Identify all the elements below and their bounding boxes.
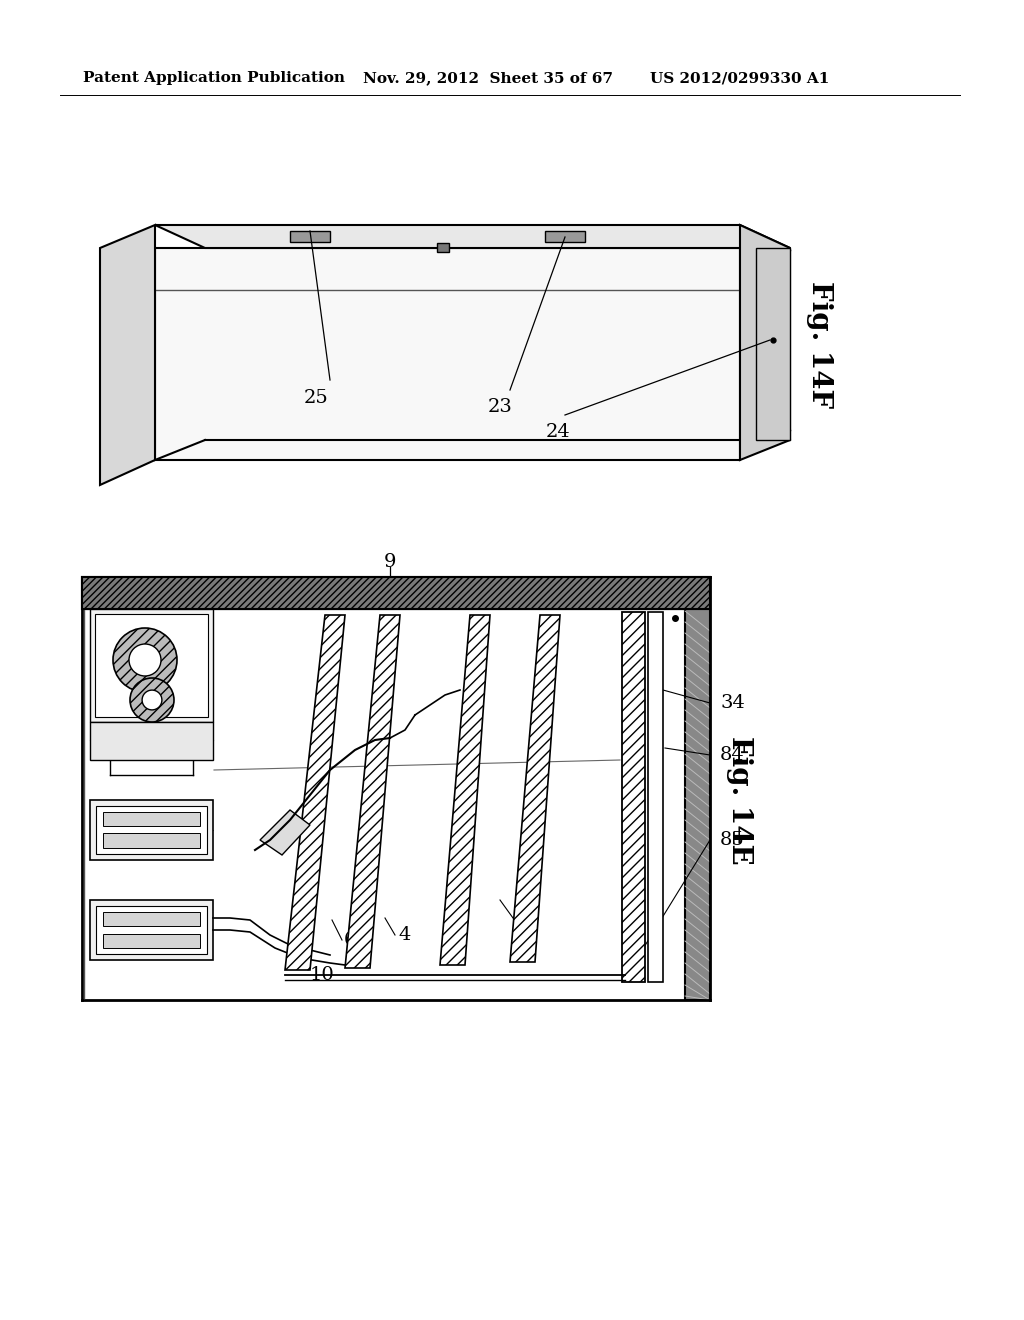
Polygon shape [545,231,585,242]
Circle shape [142,690,162,710]
Text: 10: 10 [310,966,335,983]
Polygon shape [103,812,200,826]
Text: Patent Application Publication: Patent Application Publication [83,71,345,84]
Text: 6: 6 [344,931,356,949]
Polygon shape [96,807,207,854]
Polygon shape [285,615,345,970]
Text: 34: 34 [720,694,744,711]
Polygon shape [90,900,213,960]
Text: 23: 23 [487,399,512,416]
Polygon shape [95,614,208,717]
Polygon shape [103,935,200,948]
Text: US 2012/0299330 A1: US 2012/0299330 A1 [650,71,829,84]
Text: 24: 24 [546,422,570,441]
Polygon shape [90,800,213,861]
Polygon shape [510,615,560,962]
Polygon shape [90,609,213,722]
Polygon shape [96,906,207,954]
Text: Fig. 14E: Fig. 14E [726,735,754,865]
Text: 9: 9 [384,553,396,572]
Circle shape [113,628,177,692]
Text: Nov. 29, 2012  Sheet 35 of 67: Nov. 29, 2012 Sheet 35 of 67 [362,71,613,84]
Text: 25: 25 [304,389,329,407]
Polygon shape [90,722,213,760]
Polygon shape [155,248,740,459]
Text: 4: 4 [398,927,411,944]
Text: 84: 84 [720,746,744,764]
Polygon shape [103,833,200,847]
Circle shape [130,678,174,722]
Polygon shape [103,912,200,927]
Polygon shape [685,609,710,1001]
Polygon shape [437,243,449,252]
Polygon shape [345,615,400,968]
Text: 85: 85 [720,832,744,849]
Text: 86: 86 [516,909,541,927]
Polygon shape [740,224,790,459]
Polygon shape [155,224,790,248]
Text: Fig. 14F: Fig. 14F [807,281,834,409]
Polygon shape [100,224,155,484]
Polygon shape [440,615,490,965]
Circle shape [129,644,161,676]
Polygon shape [622,612,645,982]
Polygon shape [82,577,710,609]
Polygon shape [756,248,790,440]
Polygon shape [260,810,310,855]
Polygon shape [290,231,330,242]
Polygon shape [648,612,663,982]
Polygon shape [82,577,710,609]
